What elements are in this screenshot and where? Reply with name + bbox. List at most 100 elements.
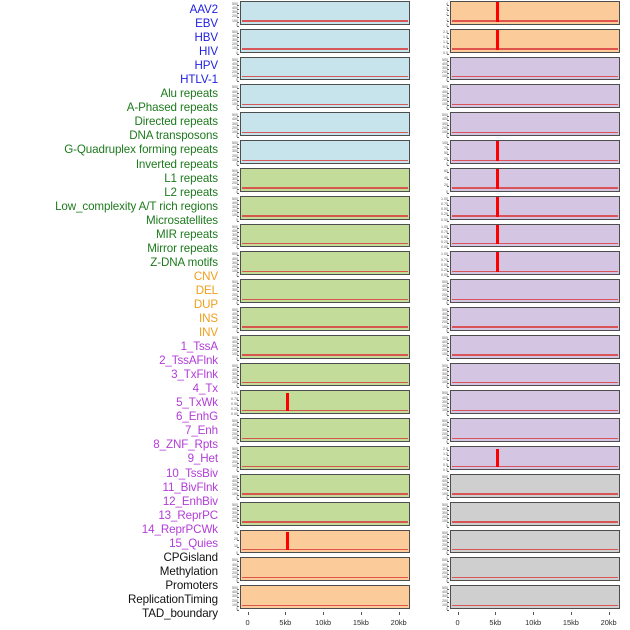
plot-area[interactable] — [450, 501, 620, 526]
track-right-panel-2[interactable]: 0.0 0.5 1.0 1.5 2.0 — [432, 28, 628, 56]
plot-area[interactable] — [450, 251, 620, 276]
plot-area[interactable] — [240, 195, 410, 220]
plot-area[interactable] — [450, 1, 620, 25]
track-left-panel-8[interactable]: 0 100 200 300 400 500 — [222, 195, 418, 223]
plot-area[interactable] — [240, 251, 410, 276]
track-right-panel-3[interactable]: 0 100 200 300 400 500 — [432, 56, 628, 84]
track-left-panel-7[interactable]: 0 100 200 300 400 500 — [222, 167, 418, 195]
coverage-baseline — [242, 576, 408, 579]
plot-area[interactable] — [450, 167, 620, 192]
plot-area[interactable] — [240, 223, 410, 248]
track-left-panel-2[interactable]: 0 100 200 300 400 500 — [222, 28, 418, 56]
y-tick-mark — [237, 486, 239, 488]
plot-area[interactable] — [240, 112, 410, 137]
plot-area[interactable] — [240, 557, 410, 582]
y-tick-label: 100 — [232, 185, 238, 190]
track-right-panel-12[interactable]: 0 100 200 300 400 500 — [432, 306, 628, 334]
plot-area[interactable] — [240, 307, 410, 331]
track-left-panel-10[interactable]: 0 100 200 300 400 500 — [222, 250, 418, 278]
y-tick-mark — [237, 426, 239, 428]
track-right-panel-13[interactable]: 0 100 200 300 400 500 — [432, 334, 628, 362]
track-left-panel-9[interactable]: 0 100 200 300 400 500 — [222, 223, 418, 251]
track-right-panel-11[interactable]: 0 100 200 300 400 500 — [432, 278, 628, 306]
plot-area[interactable] — [450, 585, 620, 609]
track-right-panel-10[interactable]: 0.00 0.25 0.50 0.75 1.00 — [432, 250, 628, 278]
track-left-panel-17[interactable]: 0 100 200 300 400 500 — [222, 445, 418, 473]
track-right-panel-17[interactable]: 0.0 0.5 1.0 1.5 2.0 — [432, 445, 628, 473]
track-left-panel-18[interactable]: 0 100 200 300 400 500 — [222, 473, 418, 501]
track-left-panel-4[interactable]: 0 100 200 300 400 500 — [222, 83, 418, 111]
plot-area[interactable] — [450, 279, 620, 303]
plot-area[interactable] — [450, 223, 620, 248]
right-panel-column[interactable]: 0 1 2 3 4 0.0 0.5 1.0 1.5 2.0 0 100 200 300 400 500 0 100… — [432, 0, 628, 630]
track-left-panel-3[interactable]: 0 100 200 300 400 500 — [222, 56, 418, 84]
track-left-panel-20[interactable]: 0 10 20 30 — [222, 529, 418, 557]
plot-area[interactable] — [240, 334, 410, 359]
plot-area[interactable] — [240, 1, 410, 25]
plot-area[interactable] — [240, 279, 410, 303]
plot-area[interactable] — [450, 362, 620, 387]
plot-area[interactable] — [450, 28, 620, 53]
plot-area[interactable] — [450, 473, 620, 498]
track-right-panel-16[interactable]: 0 100 200 300 400 500 — [432, 417, 628, 445]
track-left-panel-21[interactable]: 0 100 200 300 400 500 — [222, 556, 418, 584]
plot-area[interactable] — [450, 446, 620, 470]
y-tick-label: 500 — [442, 558, 448, 563]
plot-area[interactable] — [240, 56, 410, 81]
track-left-panel-15[interactable]: 0.00 0.25 0.50 0.75 1.00 — [222, 389, 418, 417]
plot-area[interactable] — [240, 28, 410, 53]
track-left-panel-13[interactable]: 0 100 200 300 400 500 — [222, 334, 418, 362]
track-left-panel-11[interactable]: 0 100 200 300 400 500 — [222, 278, 418, 306]
plot-area[interactable] — [240, 140, 410, 164]
y-tick-label: 200 — [442, 487, 448, 492]
plot-area[interactable] — [240, 529, 410, 554]
plot-area[interactable] — [450, 418, 620, 443]
plot-area[interactable] — [240, 390, 410, 415]
track-right-panel-15[interactable]: 0 100 200 300 400 500 — [432, 389, 628, 417]
plot-area[interactable] — [450, 112, 620, 137]
track-right-panel-7[interactable]: 0 20 40 60 — [432, 167, 628, 195]
plot-area[interactable] — [450, 529, 620, 554]
plot-area[interactable] — [450, 56, 620, 81]
track-right-panel-4[interactable]: 0 100 200 300 400 500 — [432, 83, 628, 111]
track-right-panel-20[interactable]: 0 100 200 300 400 500 — [432, 529, 628, 557]
track-left-panel-14[interactable]: 0 100 200 300 400 500 — [222, 362, 418, 390]
y-tick-mark — [447, 210, 449, 212]
track-right-panel-21[interactable]: 0 100 200 300 400 500 — [432, 556, 628, 584]
track-left-panel-19[interactable]: 0 100 200 300 400 500 — [222, 501, 418, 529]
track-left-panel-6[interactable]: 0 100 200 300 400 500 — [222, 139, 418, 167]
plot-area[interactable] — [240, 473, 410, 498]
track-right-panel-19[interactable]: 0 100 200 300 400 500 — [432, 501, 628, 529]
plot-area[interactable] — [450, 307, 620, 331]
plot-area[interactable] — [450, 390, 620, 415]
plot-area[interactable] — [450, 84, 620, 109]
plot-area[interactable] — [240, 446, 410, 470]
track-left-panel-5[interactable]: 0 100 200 300 400 500 — [222, 111, 418, 139]
track-left-panel-16[interactable]: 0 100 200 300 400 500 — [222, 417, 418, 445]
track-right-panel-9[interactable]: 0.00 0.25 0.50 0.75 1.00 — [432, 223, 628, 251]
plot-area[interactable] — [450, 334, 620, 359]
track-right-panel-18[interactable]: 0 100 200 300 400 500 — [432, 473, 628, 501]
y-tick-label: 0.00 — [441, 273, 448, 278]
plot-area[interactable] — [450, 557, 620, 582]
track-right-panel-22[interactable]: 0 100 200 300 400 500 — [432, 584, 628, 612]
plot-area[interactable] — [240, 84, 410, 109]
plot-area[interactable] — [450, 140, 620, 164]
track-left-panel-12[interactable]: 0 100 200 300 400 500 — [222, 306, 418, 334]
y-tick-mark — [237, 490, 239, 492]
track-right-panel-6[interactable]: 0 25 50 75 100 — [432, 139, 628, 167]
track-left-panel-1[interactable]: 0 100 200 300 400 500 — [222, 0, 418, 28]
left-panel-column[interactable]: 0 100 200 300 400 500 0 100 200 300 400 500 0 100 200 3… — [222, 0, 418, 630]
plot-area[interactable] — [240, 501, 410, 526]
plot-area[interactable] — [450, 195, 620, 220]
track-right-panel-5[interactable]: 0 100 200 300 400 500 — [432, 111, 628, 139]
row-label-mir-repeats: MIR repeats — [155, 227, 218, 241]
plot-area[interactable] — [240, 585, 410, 609]
track-right-panel-14[interactable]: 0 100 200 300 400 500 — [432, 362, 628, 390]
plot-area[interactable] — [240, 167, 410, 192]
track-left-panel-22[interactable]: 0 100 200 300 400 500 — [222, 584, 418, 612]
plot-area[interactable] — [240, 418, 410, 443]
plot-area[interactable] — [240, 362, 410, 387]
track-right-panel-8[interactable]: 0.00 0.25 0.50 0.75 1.00 — [432, 195, 628, 223]
